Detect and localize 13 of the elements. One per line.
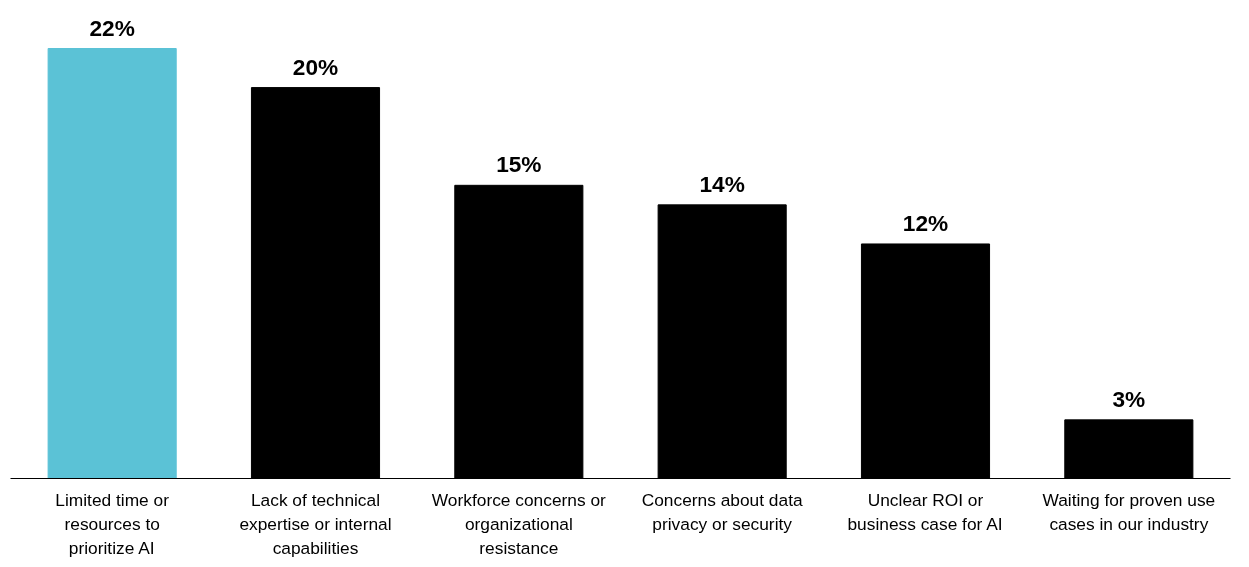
data-label: 15% bbox=[496, 151, 542, 178]
data-label: 20% bbox=[292, 53, 339, 80]
x-tick-label: Limited time or resources to prioritize AI bbox=[55, 489, 170, 558]
data-label: 12% bbox=[902, 209, 949, 236]
bar bbox=[47, 48, 177, 479]
x-tick-label: Waiting for proven use cases in our industry bbox=[1042, 489, 1216, 534]
data-label: 14% bbox=[699, 170, 745, 197]
x-tick-label: Unclear ROI or business case for AI bbox=[847, 489, 1003, 534]
x-tick-label: Concerns about data privacy or security bbox=[641, 489, 803, 534]
data-label: 22% bbox=[89, 14, 135, 41]
x-tick-label: Lack of technical expertise or internal capabilities bbox=[239, 489, 392, 558]
data-label: 3% bbox=[1112, 385, 1146, 412]
x-tick-label: Workforce concerns or organizational resistance bbox=[431, 489, 607, 558]
